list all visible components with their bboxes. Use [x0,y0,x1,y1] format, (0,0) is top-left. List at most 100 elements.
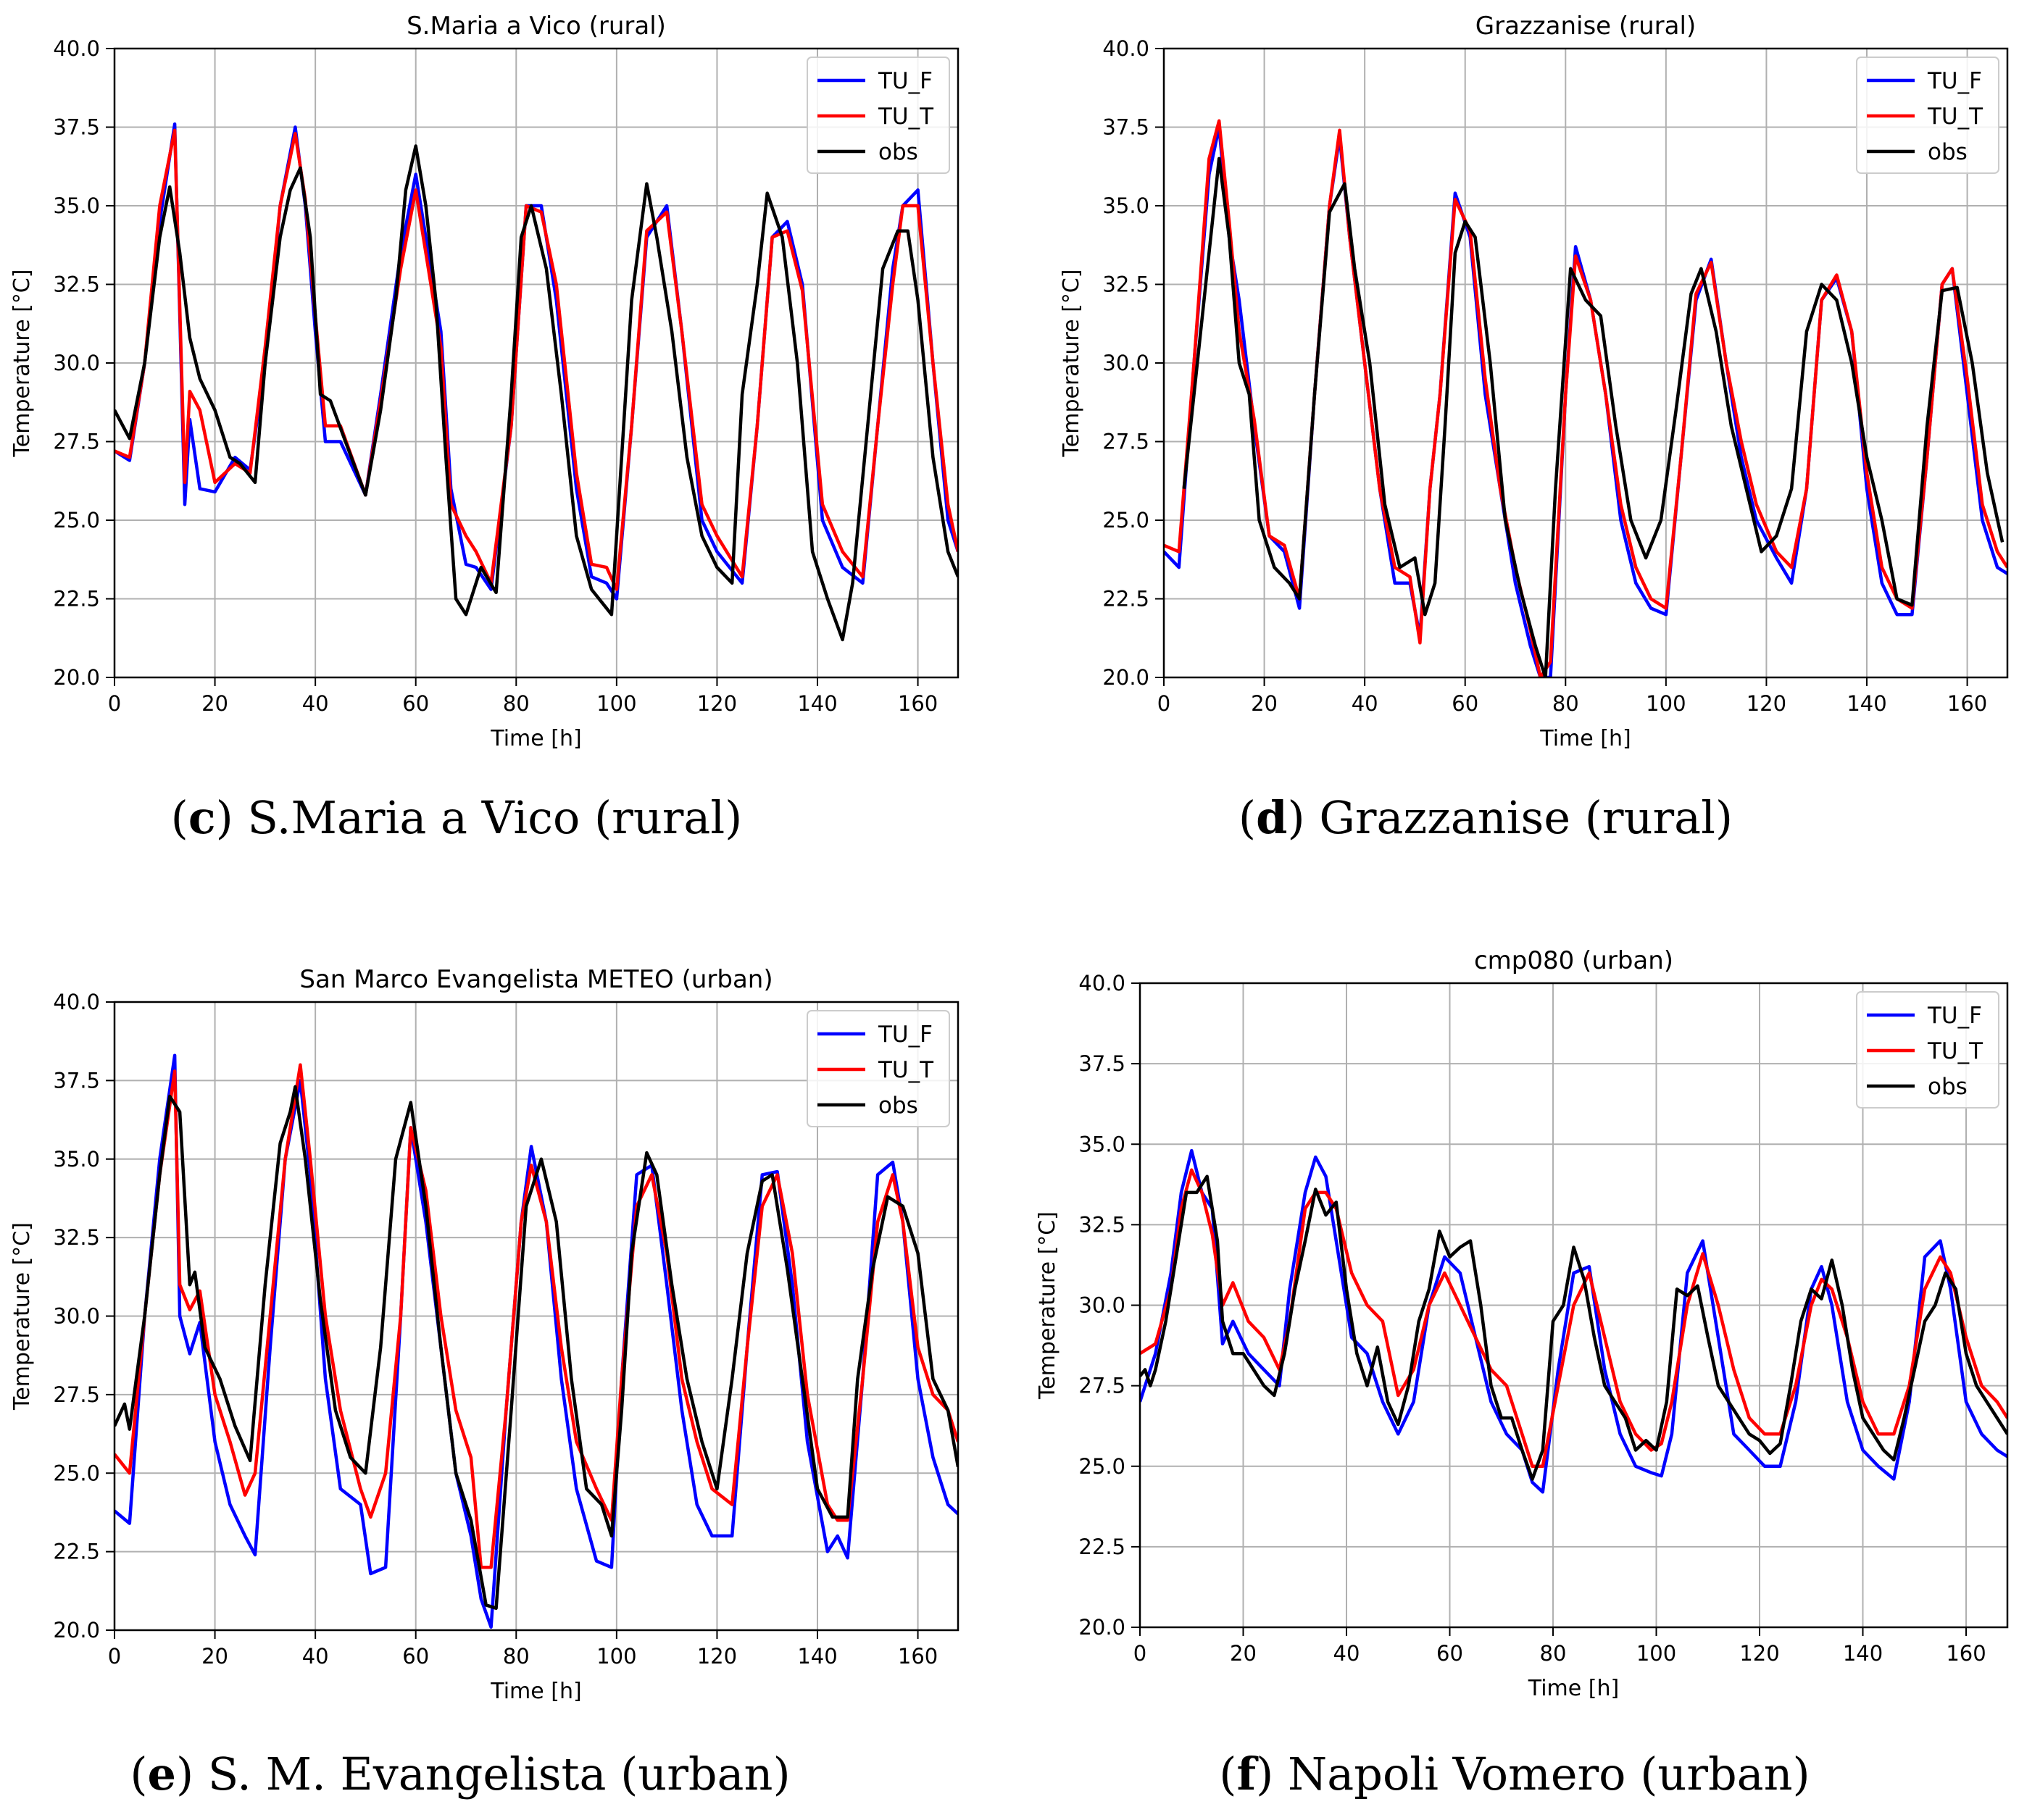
legend-label-tu-t: TU_T [1927,104,1983,130]
x-tick-label: 80 [503,691,530,716]
x-axis-label: Time [h] [490,726,581,751]
x-tick-label: 140 [797,691,837,716]
caption-c: (c) S.Maria a Vico (rural) [170,791,743,844]
y-tick-label: 27.5 [1078,1374,1125,1398]
y-axis-label: Temperature [°C] [1035,1211,1060,1400]
y-tick-label: 32.5 [53,1225,100,1250]
y-tick-label: 20.0 [53,1618,100,1642]
legend-label-obs: obs [878,139,918,165]
y-tick-label: 30.0 [1102,351,1149,375]
x-tick-label: 80 [1540,1641,1567,1666]
caption-e: (e) S. M. Evangelista (urban) [130,1748,791,1800]
y-axis-label: Temperature [°C] [1059,270,1084,458]
legend-label-tu-t: TU_T [878,1057,934,1083]
legend-label-tu-f: TU_F [878,68,933,94]
series-line-tu-f [1140,1148,2007,1494]
y-tick-label: 35.0 [1102,193,1149,218]
y-tick-label: 22.5 [1102,587,1149,611]
y-tick-label: 40.0 [1078,971,1125,995]
x-tick-label: 120 [697,691,737,716]
x-tick-label: 40 [1352,691,1378,716]
x-tick-label: 20 [201,1644,228,1669]
x-tick-label: 60 [402,691,429,716]
y-tick-label: 37.5 [1078,1051,1125,1076]
series-line-obs [115,144,958,642]
legend-label-tu-f: TU_F [1927,1003,1982,1029]
x-tick-label: 0 [108,691,121,716]
legend-label-obs: obs [878,1093,918,1119]
y-tick-label: 37.5 [53,1068,100,1093]
chart-2: 0 20 40 60 80 100 120 140 160 20.0 22.5 25.0 27.5 30.… [1059,12,2009,751]
x-tick-label: 40 [1333,1641,1360,1666]
y-tick-label: 32.5 [53,272,100,297]
y-axis-label: Temperature [°C] [9,270,35,458]
chart-title: cmp080 (urban) [1474,946,1673,975]
chart-title: S.Maria a Vico (rural) [407,12,666,41]
y-tick-label: 32.5 [1078,1212,1125,1237]
x-tick-label: 160 [1947,691,1987,716]
y-tick-label: 22.5 [53,1540,100,1564]
x-tick-label: 140 [1843,1641,1883,1666]
chart-3: 0 20 40 60 80 100 120 140 160 20.0 22.5 25.0 27.5 30.… [9,965,959,1704]
x-tick-label: 100 [596,1644,636,1669]
x-tick-label: 160 [1946,1641,1986,1666]
y-tick-label: 20.0 [1078,1615,1125,1640]
x-tick-label: 80 [503,1644,530,1669]
x-tick-label: 120 [1739,1641,1779,1666]
x-tick-label: 160 [898,691,938,716]
x-tick-label: 80 [1552,691,1579,716]
x-tick-label: 60 [402,1644,429,1669]
legend-label-tu-t: TU_T [1927,1038,1983,1064]
y-tick-label: 30.0 [53,351,100,375]
legend-label-obs: obs [1928,1074,1968,1100]
legend-box [807,1010,950,1127]
x-tick-label: 0 [1157,691,1170,716]
y-tick-label: 25.0 [1078,1454,1125,1479]
legend-label-obs: obs [1928,139,1968,165]
x-axis-label: Time [h] [1528,1676,1619,1701]
x-tick-label: 20 [201,691,228,716]
legend-box [1856,991,1999,1109]
chart-1: 0 20 40 60 80 100 120 140 160 20.0 22.5 25.0 27.5 30.… [9,12,959,751]
y-tick-label: 40.0 [1102,36,1149,61]
y-tick-label: 27.5 [53,1382,100,1407]
y-tick-label: 32.5 [1102,272,1149,297]
y-tick-label: 22.5 [53,587,100,611]
y-tick-label: 27.5 [53,430,100,454]
x-tick-label: 0 [108,1644,121,1669]
x-tick-label: 160 [898,1644,938,1669]
chart-title: San Marco Evangelista METEO (urban) [299,965,773,994]
chart-4: 0 20 40 60 80 100 120 140 160 20.0 22.5 25.0 27.5 30.… [1035,946,2009,1701]
x-tick-label: 100 [1646,691,1686,716]
x-axis-label: Time [h] [1539,726,1631,751]
x-tick-label: 140 [797,1644,837,1669]
series-line-tu-t [115,128,958,591]
caption-d: (d) Grazzanise (rural) [1238,791,1733,844]
x-tick-label: 100 [1636,1641,1676,1666]
series-line-obs [1140,1174,2007,1481]
y-tick-label: 22.5 [1078,1535,1125,1559]
x-tick-label: 20 [1230,1641,1257,1666]
x-tick-label: 120 [1747,691,1786,716]
y-tick-label: 20.0 [53,665,100,690]
x-tick-label: 0 [1133,1641,1146,1666]
y-tick-label: 40.0 [53,990,100,1014]
x-tick-label: 140 [1847,691,1886,716]
y-axis-label: Temperature [°C] [9,1222,35,1411]
x-tick-label: 100 [596,691,636,716]
series-line-tu-t [1140,1168,2007,1469]
x-tick-label: 20 [1251,691,1278,716]
series-line-obs [115,1085,958,1610]
y-tick-label: 25.0 [1102,508,1149,533]
legend-label-tu-t: TU_T [878,104,934,130]
x-tick-label: 40 [302,691,329,716]
legend-label-tu-f: TU_F [1927,68,1982,94]
y-tick-label: 30.0 [1078,1293,1125,1318]
y-tick-label: 40.0 [53,36,100,61]
y-tick-label: 25.0 [53,1461,100,1485]
